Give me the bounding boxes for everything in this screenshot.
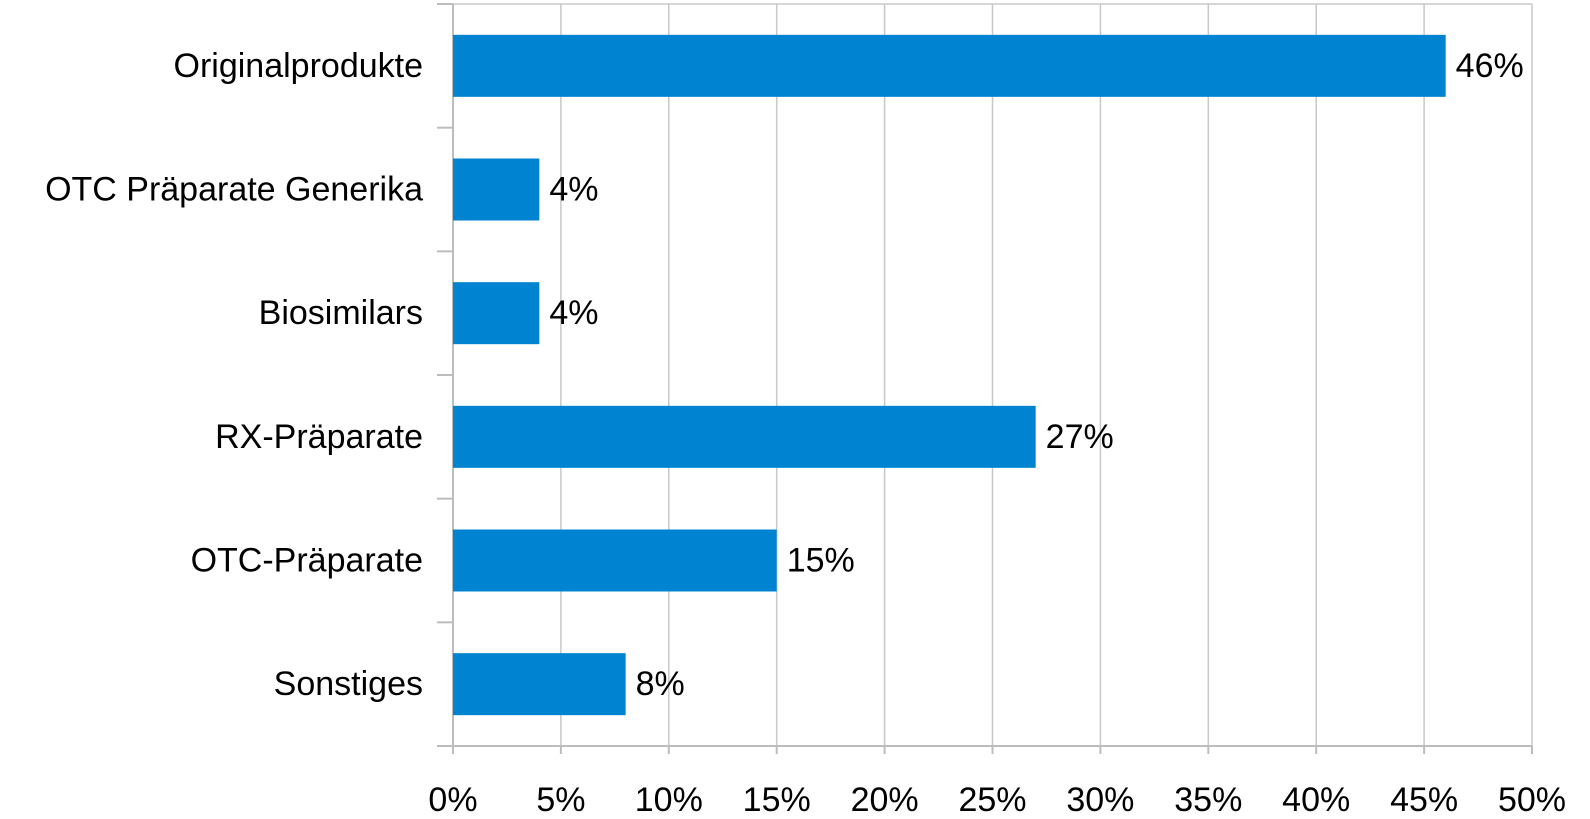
x-tick-label-6: 30%	[1066, 781, 1134, 819]
data-label-2: 4%	[549, 294, 598, 332]
bars	[453, 34, 1446, 716]
category-label-3: RX-Präparate	[215, 418, 423, 456]
x-tick-label-9: 45%	[1390, 781, 1458, 819]
data-label-4: 15%	[787, 542, 855, 580]
data-label-0: 46%	[1456, 47, 1524, 85]
bar-3	[453, 405, 1036, 468]
x-tick-label-7: 35%	[1174, 781, 1242, 819]
x-tick-label-5: 25%	[958, 781, 1026, 819]
x-tick-labels: 0% 5% 10% 15% 20% 25% 30% 35% 40% 45% 50%	[428, 781, 1566, 819]
x-tick-label-8: 40%	[1282, 781, 1350, 819]
x-tick-label-10: 50%	[1498, 781, 1566, 819]
bar-1	[453, 158, 540, 221]
x-tick-label-0: 0%	[428, 781, 477, 819]
bar-5	[453, 653, 626, 716]
gridlines	[452, 4, 1533, 746]
category-label-5: Sonstiges	[274, 665, 423, 703]
category-label-4: OTC-Präparate	[191, 542, 423, 580]
category-label-1: OTC Präparate Generika	[45, 171, 423, 209]
x-tick-label-1: 5%	[536, 781, 585, 819]
data-labels: 46% 4% 4% 27% 15% 8%	[549, 47, 1523, 703]
x-tick-label-3: 15%	[743, 781, 811, 819]
x-tick-label-4: 20%	[851, 781, 919, 819]
x-tick-label-2: 10%	[635, 781, 703, 819]
category-label-2: Biosimilars	[259, 294, 423, 332]
data-label-5: 8%	[636, 665, 685, 703]
category-labels: Originalprodukte OTC Präparate Generika Bi…	[45, 47, 423, 703]
bar-0	[453, 34, 1446, 97]
bar-2	[453, 282, 540, 345]
data-label-1: 4%	[549, 171, 598, 209]
axes	[437, 3, 1533, 754]
bar-4	[453, 529, 777, 592]
data-label-3: 27%	[1046, 418, 1114, 456]
category-label-0: Originalprodukte	[174, 47, 423, 85]
